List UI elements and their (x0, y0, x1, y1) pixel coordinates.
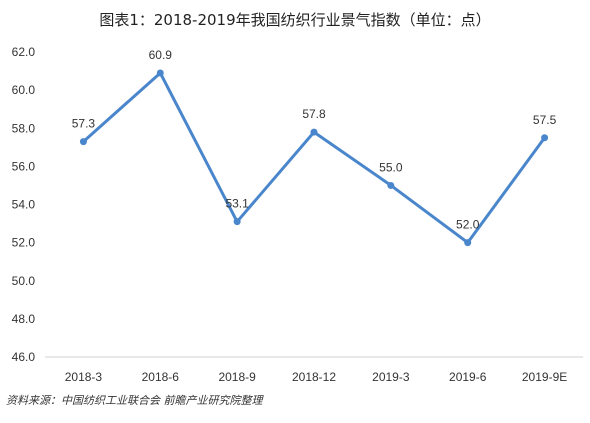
data-point (233, 218, 241, 226)
y-axis: 46.0 48.0 50.0 52.0 54.0 56.0 58.0 60.0 62.0 (12, 45, 36, 364)
data-label: 52.0 (456, 218, 480, 232)
y-tick-label: 52.0 (12, 236, 36, 250)
data-point (464, 239, 472, 247)
data-point (310, 128, 318, 136)
y-tick-label: 46.0 (12, 350, 36, 364)
y-tick-label: 58.0 (12, 121, 36, 135)
chart-title: 图表1：2018-2019年我国纺织行业景气指数（单位：点） (99, 11, 490, 29)
data-point (541, 134, 549, 142)
x-axis: 2018-3 2018-6 2018-9 2018-12 2019-3 2019-6 201… (65, 370, 568, 384)
y-tick-label: 48.0 (12, 312, 36, 326)
data-label: 57.5 (533, 113, 557, 127)
x-tick-label: 2018-9 (218, 370, 256, 384)
source-note: 资料来源：中国纺织工业联合会 前瞻产业研究院整理 (6, 394, 264, 407)
data-label: 60.9 (149, 48, 173, 62)
y-tick-label: 50.0 (12, 274, 36, 288)
x-tick-label: 2019-6 (449, 370, 487, 384)
data-point (156, 69, 164, 77)
x-tick-label: 2019-3 (372, 370, 410, 384)
y-tick-label: 56.0 (12, 159, 36, 173)
data-label: 57.8 (302, 107, 326, 121)
x-tick-label: 2018-12 (292, 370, 336, 384)
data-point (79, 138, 87, 146)
y-tick-label: 60.0 (12, 83, 36, 97)
x-tick-label: 2018-3 (65, 370, 103, 384)
y-tick-label: 62.0 (12, 45, 36, 59)
data-label: 55.0 (379, 160, 403, 174)
data-point (387, 181, 395, 189)
x-tick-label: 2019-9E (522, 370, 567, 384)
x-tick-label: 2018-6 (142, 370, 180, 384)
data-label: 53.1 (225, 197, 249, 211)
plot-area: 57.3 60.9 53.1 57.8 55.0 52.0 57.5 (72, 48, 557, 247)
data-label: 57.3 (72, 117, 96, 131)
y-tick-label: 54.0 (12, 198, 36, 212)
